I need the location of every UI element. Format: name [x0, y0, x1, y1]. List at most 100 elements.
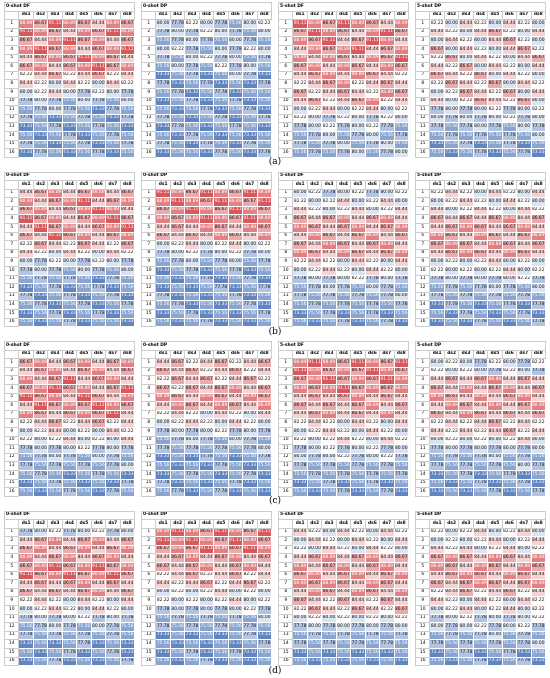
- cell: 82.22: [501, 366, 518, 377]
- cell: 82.22: [429, 527, 445, 538]
- cell: 75.56: [227, 130, 244, 141]
- cell: 86.67: [292, 570, 308, 581]
- cell: 77.78: [472, 130, 489, 141]
- row-label: 7: [414, 240, 431, 250]
- cell: 77.78: [256, 426, 272, 437]
- row-label: 8: [140, 248, 157, 259]
- cell: 80.00: [76, 96, 92, 107]
- row-label: 16: [277, 148, 294, 158]
- cell: 84.44: [105, 36, 121, 46]
- cell: 88.89: [306, 231, 323, 242]
- cell: 88.89: [90, 36, 107, 46]
- cell: 75.56: [227, 19, 244, 29]
- column-header: ds2: [443, 180, 460, 190]
- row-label: 2: [414, 536, 431, 546]
- cell: 84.44: [443, 579, 460, 589]
- cell: 84.44: [487, 223, 503, 233]
- cell: 84.44: [530, 536, 546, 546]
- column-header: ds5: [350, 519, 366, 529]
- cell: 75.56: [321, 148, 337, 158]
- cell: 77.78: [530, 300, 546, 310]
- cell: 75.56: [429, 130, 445, 141]
- cell: 82.22: [516, 19, 532, 29]
- cell: 75.56: [155, 613, 171, 624]
- cell: 75.56: [184, 461, 200, 471]
- cell: 75.56: [364, 639, 381, 649]
- cell: 88.89: [321, 358, 337, 368]
- cell: 88.89: [184, 553, 200, 564]
- cell: 77.78: [227, 613, 244, 624]
- cell: 80.00: [530, 96, 546, 107]
- cell: 77.78: [169, 300, 186, 310]
- cell: 77.78: [364, 274, 381, 285]
- caption: (a): [268, 157, 282, 167]
- row-label: 13: [3, 461, 20, 471]
- cell: 73.33: [32, 291, 49, 302]
- heatmap-table: 0-shot DP ds1 ds2 ds3 ds4 ds5 ds6 ds7 ds8 1 84.44 8…: [140, 341, 272, 497]
- cell: 86.67: [227, 188, 244, 199]
- row-label: 12: [3, 113, 20, 124]
- cell: 75.56: [364, 461, 381, 471]
- cell: 86.67: [501, 409, 518, 420]
- cell: 80.00: [321, 527, 337, 538]
- cell: 88.89: [292, 358, 308, 368]
- heatmap-table: 5-shot DF ds1 ds2 ds3 ds4 ds5 ds6 ds7 ds8 1 88.89 9…: [277, 341, 409, 497]
- cell: 82.22: [443, 605, 460, 615]
- column-header: ds5: [487, 180, 503, 190]
- cell: 80.00: [335, 418, 352, 428]
- caption: (b): [268, 326, 282, 337]
- row: 4 88.89 86.67 88.89 91.11 88.89 86.67 91.11 88.8…: [140, 214, 272, 225]
- cell: 80.00: [516, 87, 532, 98]
- cell: 88.89: [306, 62, 323, 72]
- header-row: ds1 ds2 ds3 ds4 ds5 ds6 ds7 ds8: [140, 180, 272, 190]
- cell: 88.89: [393, 19, 409, 29]
- cell: 84.44: [501, 44, 518, 55]
- cell: 80.00: [335, 536, 352, 546]
- cell: 82.22: [472, 257, 489, 268]
- cell: 82.22: [105, 605, 121, 615]
- cell: 73.33: [429, 648, 445, 658]
- cell: 77.78: [119, 113, 135, 124]
- cell: 88.89: [306, 570, 323, 581]
- row-label: 9: [277, 596, 294, 607]
- cell: 84.44: [18, 248, 34, 259]
- cell: 86.67: [306, 553, 323, 564]
- cell: 82.22: [198, 570, 215, 581]
- column-header: ds4: [472, 349, 489, 360]
- cell: 73.33: [306, 656, 323, 667]
- cell: 77.78: [292, 274, 308, 285]
- cell: 84.44: [429, 375, 445, 385]
- column-header: ds6: [227, 10, 244, 21]
- cell: 86.67: [119, 587, 135, 598]
- cell: 86.67: [227, 231, 244, 242]
- row: 10 82.22 86.67 84.44 82.22 86.67 84.44 82.22 86.…: [277, 605, 409, 615]
- cell: 75.56: [169, 266, 186, 276]
- cell: 80.00: [213, 418, 229, 428]
- row-label: 11: [140, 613, 157, 624]
- column-header: ds8: [530, 180, 546, 190]
- cell: 73.33: [169, 478, 186, 489]
- corner: [3, 519, 20, 529]
- cell: 80.00: [169, 426, 186, 437]
- row: 9 80.00 82.22 86.67 84.44 82.22 86.67 80.00 84.4…: [414, 87, 546, 98]
- cell: 86.67: [227, 366, 244, 377]
- cell: 82.22: [472, 197, 489, 207]
- cell: 77.78: [105, 130, 121, 141]
- cell: 73.33: [155, 309, 171, 319]
- cell: 84.44: [213, 562, 229, 572]
- cell: 91.11: [105, 570, 121, 581]
- cell: 88.89: [292, 579, 308, 589]
- cell: 75.56: [61, 266, 78, 276]
- cell: 75.56: [47, 487, 63, 497]
- cell: 75.56: [105, 122, 121, 132]
- cell: 75.56: [379, 630, 395, 641]
- cell: 80.00: [379, 613, 395, 624]
- row: 9 86.67 84.44 82.22 86.67 84.44 82.22 86.67 84.4…: [277, 596, 409, 607]
- cell: 84.44: [501, 544, 518, 555]
- row-label: 4: [277, 44, 294, 55]
- cell: 82.22: [379, 426, 395, 437]
- cell: 73.33: [119, 317, 135, 328]
- header-row: ds1 ds2 ds3 ds4 ds5 ds6 ds7 ds8: [414, 10, 546, 21]
- cell: 86.67: [292, 27, 308, 38]
- cell: 88.89: [292, 53, 308, 64]
